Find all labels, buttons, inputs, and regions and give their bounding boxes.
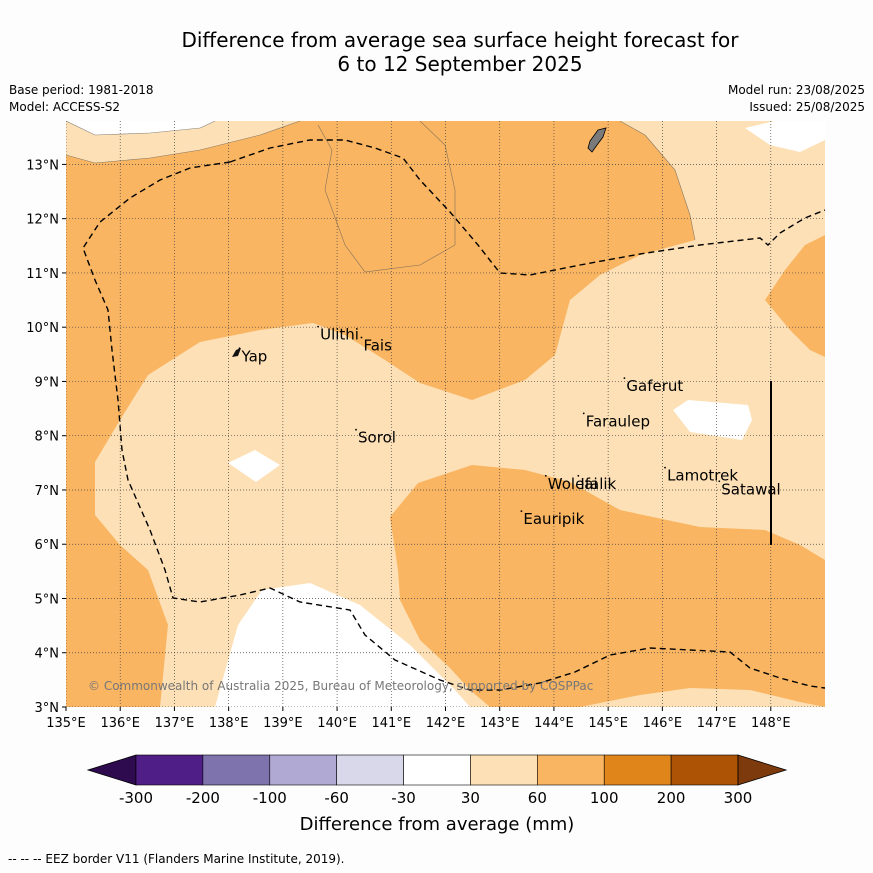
place-label-satawal: Satawal: [721, 480, 780, 498]
colorbar-swatch: [269, 754, 337, 786]
map-fill-layer: [66, 121, 825, 707]
place-label-woleai: Woleai: [548, 475, 598, 493]
island-marker: [544, 474, 547, 477]
colorbar-tick-label: -60: [324, 789, 349, 807]
guam-island: [587, 127, 607, 153]
lat-tick-label: 10°N: [26, 321, 59, 336]
colorbar-tick-label: -30: [391, 789, 416, 807]
colorbar-tick-label: 30: [461, 789, 480, 807]
place-label-yap: Yap: [240, 347, 267, 365]
copyright-text: © Commonwealth of Australia 2025, Bureau…: [88, 679, 593, 693]
lon-tick-label: 135°E: [46, 716, 86, 731]
title-line-2: 6 to 12 September 2025: [337, 52, 583, 76]
issued-date: Issued: 25/08/2025: [749, 100, 865, 114]
lat-tick-label: 5°N: [35, 592, 60, 607]
colorbar-tick-label: 60: [528, 789, 547, 807]
island-marker: [520, 510, 523, 512]
place-label-eauripik: Eauripik: [523, 510, 584, 528]
place-label-fais: Fais: [363, 336, 392, 354]
lon-tick-label: 139°E: [263, 716, 303, 731]
lat-tick-label: 6°N: [35, 538, 60, 553]
lon-tick-label: 146°E: [643, 716, 683, 731]
lon-tick-label: 137°E: [155, 716, 195, 731]
island-marker: [664, 466, 666, 469]
map-axes: 135°E 136°E 137°E 138°E 139°E 140°E 141°E 142°E…: [26, 158, 790, 731]
lon-tick-label: 144°E: [534, 716, 574, 731]
lon-tick-label: 140°E: [317, 716, 357, 731]
lon-tick-label: 143°E: [480, 716, 520, 731]
colorbar-swatch: [470, 754, 538, 786]
colorbar-tick-label: -200: [186, 789, 220, 807]
colorbar-swatch: [336, 754, 404, 786]
lon-tick-label: 145°E: [588, 716, 628, 731]
band-neutral-4: [228, 450, 280, 482]
place-label-gaferut: Gaferut: [626, 377, 683, 395]
colorbar-swatch: [670, 754, 739, 786]
yap-island: [232, 348, 241, 357]
title-line-1: Difference from average sea surface heig…: [181, 28, 739, 52]
eez-border-line: [82, 139, 825, 691]
island-marker: [355, 428, 357, 431]
lat-tick-label: 11°N: [26, 267, 59, 282]
colorbar-tick-label: -100: [253, 789, 287, 807]
lat-tick-label: 7°N: [35, 484, 60, 499]
colorbar-swatch: [135, 754, 204, 786]
lon-tick-label: 138°E: [209, 716, 249, 731]
lon-tick-label: 147°E: [697, 716, 737, 731]
lat-tick-label: 4°N: [35, 647, 60, 662]
place-label-ulithi: Ulithi: [320, 326, 359, 344]
eez-footnote: -- -- -- EEZ border V11 (Flanders Marine…: [8, 852, 345, 866]
colorbar-swatch: [603, 754, 672, 786]
place-label-lamotrek: Lamotrek: [667, 467, 738, 485]
place-label-ifalik: Ifalik: [580, 475, 616, 493]
band-neutral-2: [745, 121, 825, 152]
colorbar-extend-high: [737, 754, 788, 786]
colorbar-extend-low: [86, 754, 137, 786]
island-marker: [582, 412, 585, 415]
island-marker: [718, 480, 721, 483]
lon-tick-label: 142°E: [426, 716, 466, 731]
lat-tick-label: 9°N: [35, 375, 60, 390]
lat-tick-label: 12°N: [26, 213, 59, 228]
colorbar-tick-label: 300: [724, 789, 753, 807]
model-run: Model run: 23/08/2025: [727, 83, 865, 97]
island-marker: [623, 377, 626, 380]
colorbar-label: Difference from average (mm): [300, 814, 575, 835]
base-period: Base period: 1981-2018: [9, 83, 154, 97]
band-60-100-east: [765, 235, 825, 357]
lon-tick-label: 136°E: [100, 716, 140, 731]
band-neutral-1: [66, 121, 215, 135]
model-name: Model: ACCESS-S2: [9, 100, 121, 114]
lat-tick-label: 13°N: [26, 158, 59, 173]
island-marker: [238, 347, 241, 350]
colorbar-swatch: [403, 754, 471, 786]
colorbar-tick-label: 100: [590, 789, 619, 807]
band-60-100-north: [66, 121, 695, 707]
band-neutral-3: [673, 400, 752, 440]
place-label-sorol: Sorol: [358, 429, 396, 447]
colorbar: -300 -200 -100 -60 -30 30 60 100 200 300: [86, 754, 788, 807]
lon-tick-label: 141°E: [372, 716, 412, 731]
colorbar-tick-label: 200: [657, 789, 686, 807]
lon-tick-label: 148°E: [751, 716, 791, 731]
island-marker: [360, 336, 363, 339]
colorbar-swatch: [202, 754, 271, 786]
band-neutral-5: [215, 583, 470, 707]
colorbar-tick-label: -300: [119, 789, 153, 807]
colorbar-swatch: [537, 754, 605, 786]
lat-tick-label: 3°N: [35, 701, 60, 716]
island-marker: [317, 325, 319, 328]
island-marker: [577, 474, 580, 477]
place-label-faraulep: Faraulep: [586, 412, 650, 430]
lat-tick-label: 8°N: [35, 430, 60, 445]
graticule: [66, 121, 825, 707]
